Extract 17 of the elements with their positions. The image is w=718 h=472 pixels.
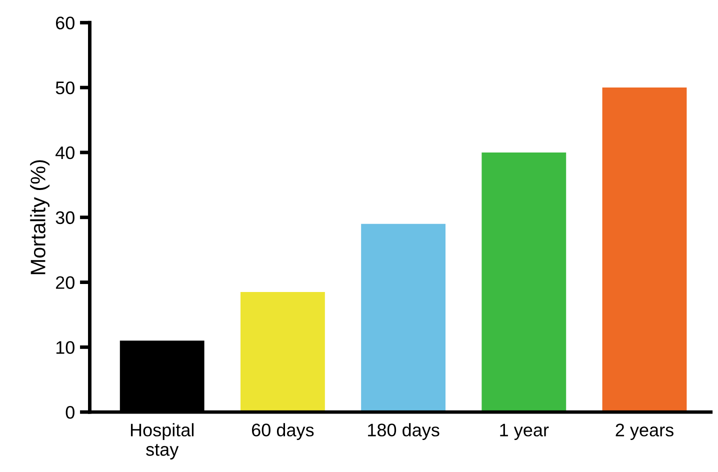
bar (240, 292, 325, 412)
x-tick-label: Hospital stay (130, 423, 194, 460)
y-tick-label: 50 (56, 81, 74, 94)
bar (361, 224, 446, 412)
x-tick-label: 2 years (616, 424, 674, 440)
x-tick-label: 180 days (368, 423, 440, 440)
x-tick-label: 1 year (500, 424, 549, 440)
y-tick-label: 30 (56, 211, 74, 224)
y-tick-label: 60 (56, 16, 74, 30)
y-tick-label: 0 (66, 406, 74, 419)
y-tick-label: 20 (56, 276, 74, 289)
y-tick-label: 40 (56, 146, 74, 160)
y-tick-label: 10 (56, 341, 74, 354)
y-axis-title: Mortality (%) (30, 160, 50, 274)
bar (602, 88, 687, 412)
x-tick-label: 60 days (252, 423, 314, 440)
bar (482, 152, 566, 412)
